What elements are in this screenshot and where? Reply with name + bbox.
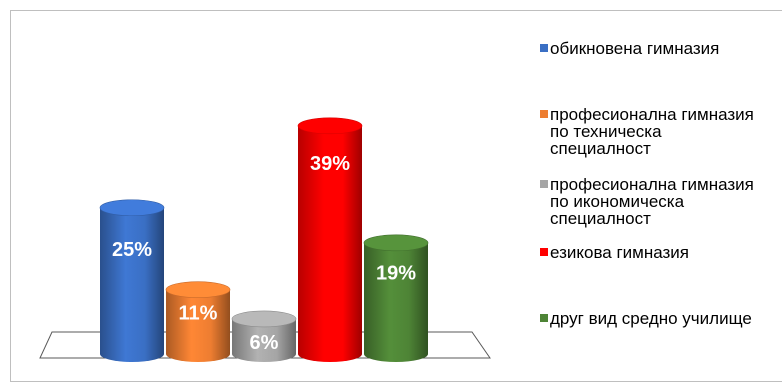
bar-top-0 xyxy=(99,199,165,217)
bar-0: 25% xyxy=(99,199,165,362)
data-label-4: 19% xyxy=(376,263,416,285)
legend-item-2: професионална гимназия по икономическа с… xyxy=(540,176,754,227)
legend-item-0: обикновена гимназия xyxy=(540,40,719,57)
chart-frame xyxy=(10,10,782,382)
legend-swatch-3 xyxy=(540,248,548,256)
data-label-2: 6% xyxy=(250,332,279,354)
bar-body-3 xyxy=(298,125,362,362)
bar-top-4 xyxy=(363,234,429,252)
legend-swatch-1 xyxy=(540,110,548,118)
bar-top-3 xyxy=(297,117,363,135)
bar-body-0 xyxy=(100,207,164,362)
legend-item-3: езикова гимназия xyxy=(540,244,689,261)
data-label-0: 25% xyxy=(112,239,152,261)
chart-legend: обикновена гимназия професионална гимназ… xyxy=(540,0,782,383)
bar-top-2 xyxy=(231,310,297,328)
data-label-1: 11% xyxy=(179,303,218,325)
bar-4: 19% xyxy=(363,234,429,362)
legend-swatch-0 xyxy=(540,44,548,52)
legend-label-4: друг вид средно училище xyxy=(550,309,752,328)
legend-label-2: професионална гимназия по икономическа с… xyxy=(550,175,754,228)
bar-3: 39% xyxy=(297,117,363,362)
bar-body-4 xyxy=(364,242,428,362)
bar-top-1 xyxy=(165,281,231,298)
legend-label-3: езикова гимназия xyxy=(550,243,690,262)
bar-1: 11% xyxy=(165,281,231,362)
legend-item-4: друг вид средно училище xyxy=(540,310,752,327)
bar-body-1 xyxy=(166,289,230,362)
bar-2: 6% xyxy=(231,310,297,362)
legend-swatch-4 xyxy=(540,314,548,322)
legend-item-1: професионална гимназия по техническа спе… xyxy=(540,106,754,157)
chart-plot: 25% 11% 6% 39% 19% xyxy=(39,117,491,362)
data-label-3: 39% xyxy=(310,153,350,175)
bar-body-2 xyxy=(232,318,296,362)
legend-label-0: обикновена гимназия xyxy=(550,39,720,58)
legend-swatch-2 xyxy=(540,180,548,188)
legend-label-1: професионална гимназия по техническа спе… xyxy=(550,105,754,158)
